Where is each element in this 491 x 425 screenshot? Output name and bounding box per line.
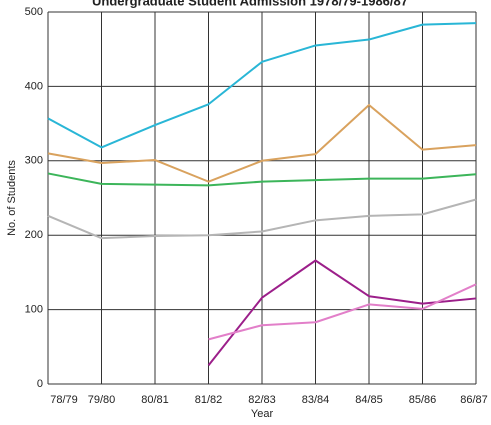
series-line	[47, 172, 477, 187]
x-tick-label: 84/85	[355, 394, 383, 406]
x-tick-label: 85/86	[409, 394, 437, 406]
y-tick-label: 500	[25, 6, 43, 18]
x-tick-label: 79/80	[88, 394, 116, 406]
series-line	[47, 22, 477, 149]
x-axis-label: Year	[251, 408, 274, 420]
y-tick-label: 300	[25, 155, 43, 167]
y-axis-label: No. of Students	[6, 160, 18, 236]
y-tick-label: 400	[25, 80, 43, 92]
series-line	[47, 104, 477, 183]
x-tick-label: 81/82	[195, 394, 223, 406]
series-line	[207, 259, 477, 367]
y-tick-label: 0	[37, 378, 43, 390]
y-tick-label: 100	[25, 304, 43, 316]
x-tick-label: 80/81	[141, 394, 169, 406]
y-tick-label: 200	[25, 229, 43, 241]
x-tick-label: 83/84	[302, 394, 330, 406]
x-tick-label: 78/79	[50, 394, 78, 406]
series-line	[208, 283, 477, 341]
series-line	[47, 198, 477, 240]
chart-title: Undergraduate Student Admission 1978/79-…	[92, 0, 408, 8]
x-tick-label: 82/83	[248, 394, 276, 406]
x-tick-label: 86/87	[460, 394, 488, 406]
